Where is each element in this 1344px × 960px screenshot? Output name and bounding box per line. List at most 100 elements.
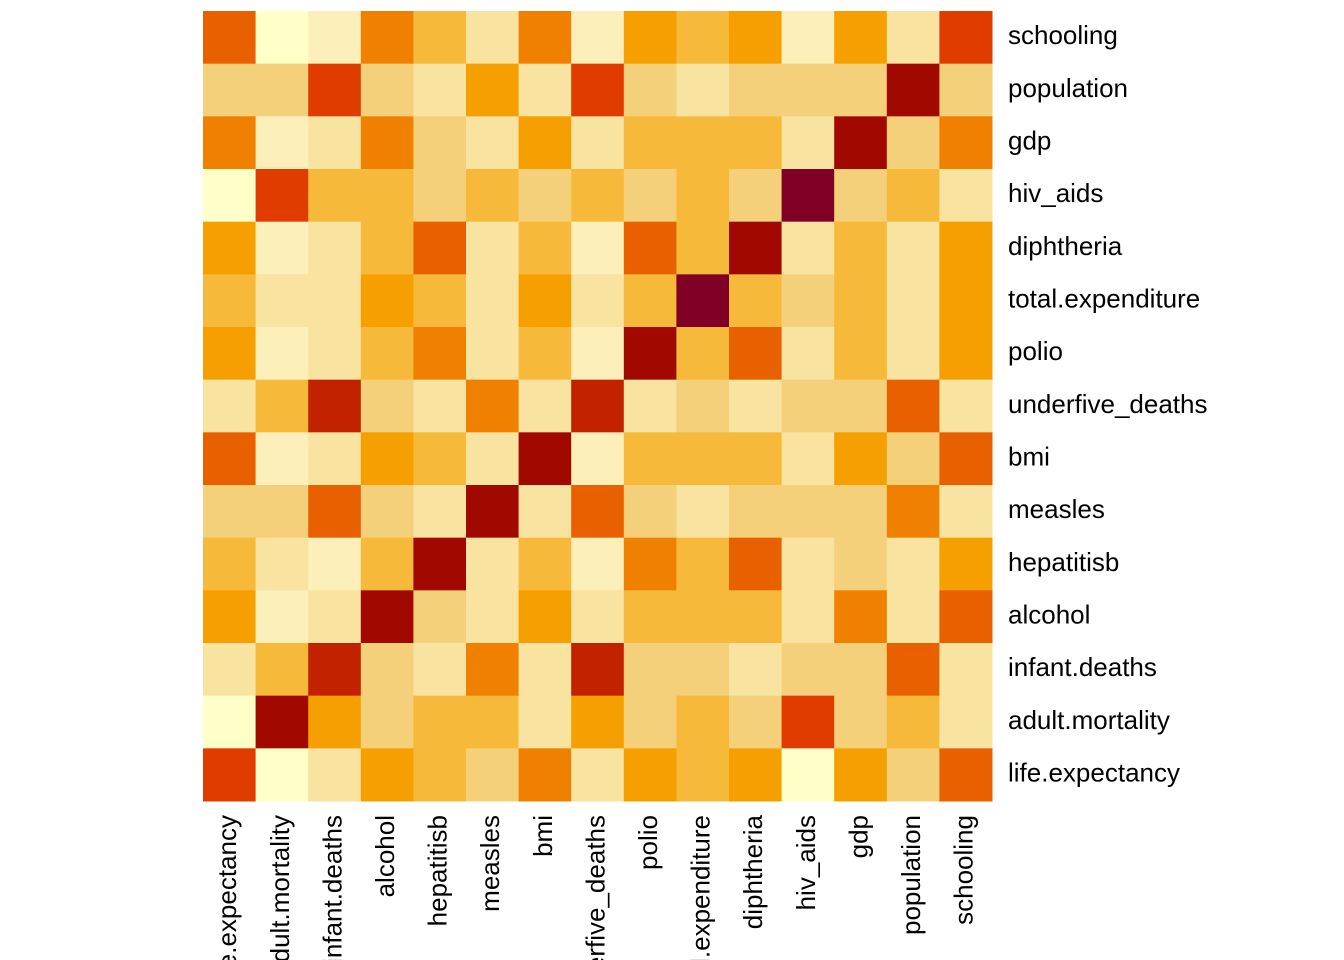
row-label: infant.deaths — [1008, 652, 1157, 682]
heatmap-cell — [466, 748, 520, 802]
heatmap-cell — [413, 643, 467, 697]
column-label: measles — [475, 815, 505, 912]
heatmap-cell — [308, 274, 362, 328]
heatmap-cell — [518, 274, 572, 328]
heatmap-cell — [834, 63, 888, 117]
heatmap-cell — [255, 695, 309, 749]
heatmap-cell — [886, 221, 940, 275]
heatmap-cell — [413, 537, 467, 591]
heatmap-cell — [729, 748, 783, 802]
heatmap-cell — [360, 11, 414, 65]
heatmap-cell — [518, 379, 572, 433]
heatmap-cell — [518, 63, 572, 117]
heatmap-cell — [360, 169, 414, 223]
column-label: diphtheria — [738, 814, 768, 929]
heatmap-cell — [466, 432, 520, 486]
heatmap-cell — [360, 537, 414, 591]
heatmap-cell — [676, 63, 730, 117]
heatmap-cell — [623, 63, 677, 117]
heatmap-cell — [939, 116, 993, 170]
heatmap-cell — [623, 116, 677, 170]
heatmap-cell — [676, 116, 730, 170]
row-label: bmi — [1008, 442, 1050, 472]
heatmap-cell — [939, 643, 993, 697]
column-label: alcohol — [370, 815, 400, 897]
heatmap-cell — [729, 485, 783, 539]
heatmap-cell — [255, 327, 309, 381]
heatmap-cell — [571, 695, 625, 749]
heatmap-cell — [518, 327, 572, 381]
heatmap-cell — [623, 221, 677, 275]
heatmap-cell — [886, 748, 940, 802]
heatmap-cell — [571, 537, 625, 591]
heatmap-cell — [466, 221, 520, 275]
heatmap-cell — [781, 274, 835, 328]
heatmap-cell — [676, 485, 730, 539]
heatmap-cell — [308, 643, 362, 697]
heatmap-cell — [729, 695, 783, 749]
heatmap-cell — [886, 643, 940, 697]
column-label: hiv_aids — [791, 815, 821, 910]
heatmap-cell — [571, 274, 625, 328]
heatmap-cell — [623, 327, 677, 381]
heatmap-cell — [360, 63, 414, 117]
heatmap-cell — [308, 327, 362, 381]
heatmap-cell — [308, 11, 362, 65]
column-label: bmi — [528, 815, 558, 857]
heatmap-cell — [203, 274, 257, 328]
row-label: adult.mortality — [1008, 705, 1170, 735]
heatmap-cell — [781, 63, 835, 117]
heatmap-cell — [676, 590, 730, 644]
heatmap-cell — [729, 590, 783, 644]
heatmap-cell — [623, 485, 677, 539]
heatmap-cell — [676, 274, 730, 328]
column-label: adult.mortality — [265, 815, 295, 960]
column-label: life.expectancy — [212, 815, 242, 960]
heatmap-cell — [834, 748, 888, 802]
heatmap-cell — [676, 327, 730, 381]
heatmap-cell — [781, 379, 835, 433]
heatmap-cell — [729, 327, 783, 381]
heatmap-cell — [729, 221, 783, 275]
heatmap-cell — [466, 537, 520, 591]
heatmap-cell — [676, 643, 730, 697]
heatmap-cell — [939, 432, 993, 486]
heatmap-cell — [308, 485, 362, 539]
heatmap-cell — [203, 537, 257, 591]
row-label: schooling — [1008, 20, 1118, 50]
heatmap-cell — [255, 221, 309, 275]
heatmap-cell — [308, 590, 362, 644]
heatmap-cell — [729, 11, 783, 65]
row-label: gdp — [1008, 126, 1051, 156]
heatmap-cell — [623, 643, 677, 697]
heatmap-cell — [255, 63, 309, 117]
heatmap-cell — [518, 116, 572, 170]
heatmap-cell — [466, 695, 520, 749]
heatmap-cell — [360, 432, 414, 486]
heatmap-cell — [781, 11, 835, 65]
heatmap-cell — [413, 63, 467, 117]
heatmap-cell — [571, 116, 625, 170]
row-label: population — [1008, 73, 1128, 103]
heatmap-cell — [518, 695, 572, 749]
heatmap-cell — [939, 274, 993, 328]
heatmap-cell — [518, 221, 572, 275]
heatmap-cell — [781, 695, 835, 749]
row-label: measles — [1008, 494, 1105, 524]
heatmap-cell — [203, 63, 257, 117]
heatmap-cell — [255, 643, 309, 697]
heatmap-cell — [886, 63, 940, 117]
heatmap-cell — [781, 327, 835, 381]
heatmap-cell — [360, 748, 414, 802]
heatmap-cell — [255, 379, 309, 433]
heatmap-cell — [676, 695, 730, 749]
heatmap-cell — [413, 748, 467, 802]
heatmap-cell — [886, 485, 940, 539]
heatmap-cell — [676, 221, 730, 275]
heatmap-cell — [834, 590, 888, 644]
heatmap-cell — [203, 379, 257, 433]
heatmap-cell — [360, 274, 414, 328]
heatmap-cell — [676, 432, 730, 486]
heatmap-cell — [676, 379, 730, 433]
